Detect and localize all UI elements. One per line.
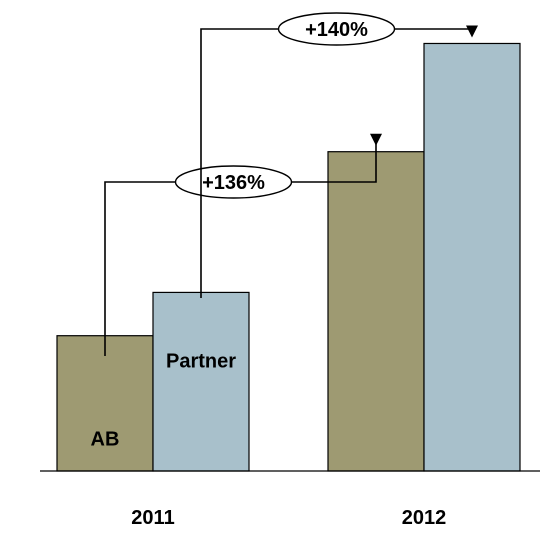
growth-label-ab: +136%: [202, 172, 265, 194]
bar-label-partner: Partner: [166, 350, 236, 372]
growth-arrowhead-partner: [466, 25, 478, 38]
growth-arrowhead-ab: [370, 133, 382, 146]
growth-label-partner: +140%: [305, 19, 368, 41]
bar-partner-2011: [152, 291, 250, 472]
growth-badge-ab: [174, 165, 293, 199]
bar-partner-2012: [423, 42, 521, 472]
bars-layer: [56, 42, 521, 472]
x-tick-label-2011: 2011: [131, 507, 174, 528]
bar-ab-2012: [327, 151, 425, 472]
labels-layer: AB Partner 2011 2012: [91, 350, 447, 529]
x-tick-label-2012: 2012: [402, 507, 447, 528]
growth-badge-partner: [277, 12, 396, 46]
bar-label-ab: AB: [91, 429, 120, 451]
annotations-layer: +136% +140%: [104, 12, 478, 356]
bar-ab-2011: [56, 335, 154, 472]
